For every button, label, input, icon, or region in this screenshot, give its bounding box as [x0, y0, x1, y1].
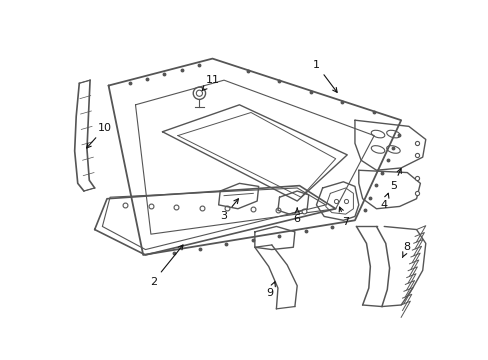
- Text: 5: 5: [389, 168, 401, 191]
- Text: 2: 2: [149, 245, 183, 287]
- Text: 6: 6: [293, 208, 300, 224]
- Text: 11: 11: [202, 75, 219, 90]
- Text: 10: 10: [86, 123, 111, 148]
- Text: 1: 1: [312, 60, 336, 93]
- Text: 3: 3: [220, 199, 238, 221]
- Text: 8: 8: [402, 242, 410, 257]
- Text: 7: 7: [339, 207, 348, 227]
- Text: 9: 9: [266, 282, 275, 298]
- Text: 4: 4: [380, 193, 388, 210]
